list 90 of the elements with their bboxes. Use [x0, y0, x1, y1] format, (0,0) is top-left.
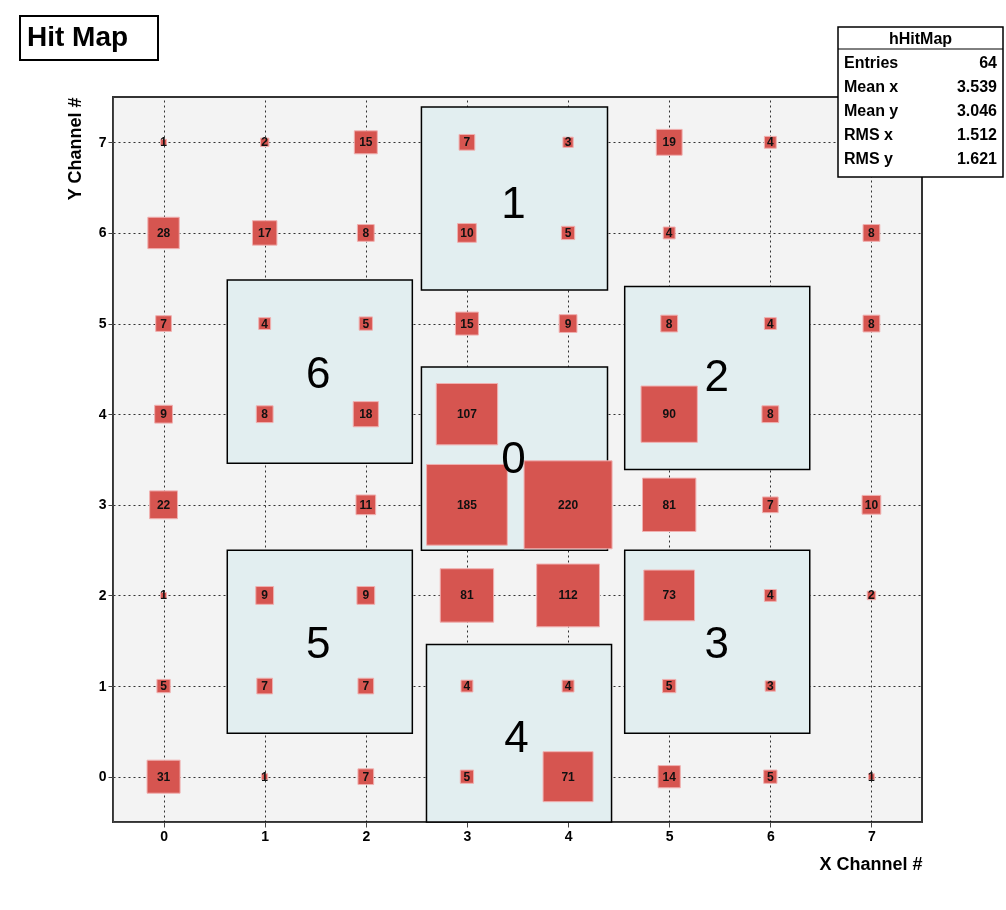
data-label: 112 [558, 588, 579, 603]
data-label: 1 [160, 135, 168, 150]
data-label: 2 [261, 135, 269, 150]
x-tick-label: 1 [261, 827, 270, 844]
data-label: 7 [362, 769, 370, 784]
data-label: 1 [160, 588, 168, 603]
data-label: 90 [662, 407, 677, 422]
data-label: 4 [766, 135, 774, 150]
data-label: 5 [463, 769, 471, 784]
data-label: 5 [766, 769, 774, 784]
text: Mean y 3.046 [844, 102, 997, 119]
data-label: 10 [460, 225, 474, 240]
data-label: 4 [665, 225, 673, 240]
data-label: 9 [160, 407, 168, 422]
annotation: 5 [306, 618, 331, 668]
annotation: 1 [501, 177, 526, 227]
data-label: 22 [156, 497, 171, 512]
data-label: 73 [662, 588, 677, 603]
x-tick-label: 4 [564, 827, 573, 844]
annotation: 6 [306, 348, 331, 398]
y-tick-label: 6 [98, 224, 107, 241]
data-label: 8 [665, 316, 673, 331]
data-label: 31 [156, 769, 171, 784]
data-label: 15 [460, 316, 474, 331]
data-label: 8 [868, 316, 876, 331]
x-tick-label: 2 [362, 827, 371, 844]
data-label: 4 [766, 316, 774, 331]
data-label: 5 [160, 679, 168, 694]
x-tick-label: 3 [463, 827, 472, 844]
data-label: 10 [864, 497, 879, 512]
data-label: 19 [662, 135, 677, 150]
data-label: 8 [261, 407, 269, 422]
data-label: 5 [362, 316, 370, 331]
annotation: 0 [501, 433, 526, 483]
data-label: 8 [362, 225, 370, 240]
y-axis-title: Y Channel # [64, 97, 85, 201]
data-label: 71 [561, 769, 576, 784]
y-tick-label: 1 [98, 677, 107, 694]
data-label: 7 [463, 135, 471, 150]
annotation: 4 [504, 711, 529, 761]
data-label: 4 [766, 588, 774, 603]
text: Mean x 3.539 [844, 78, 997, 95]
x-axis-title: X Channel # [819, 853, 923, 874]
y-tick-label: 0 [98, 768, 107, 785]
data-label: 3 [564, 135, 572, 150]
data-label: 4 [564, 679, 572, 694]
data-label: 14 [662, 769, 677, 784]
chart-title: Hit Map [27, 21, 129, 52]
x-tick-label: 5 [665, 827, 674, 844]
data-label: 1 [261, 769, 269, 784]
data-label: 18 [359, 407, 373, 422]
x-tick-label: 6 [766, 827, 775, 844]
data-label: 4 [463, 679, 471, 694]
data-label: 8 [766, 407, 774, 422]
data-label: 5 [564, 225, 572, 240]
text: hHitMap [888, 30, 953, 47]
data-label: 5 [665, 679, 673, 694]
data-label: 185 [456, 497, 478, 512]
annotation: 3 [704, 618, 729, 668]
y-tick-label: 7 [98, 133, 107, 150]
data-label: 17 [258, 225, 272, 240]
data-label: 4 [261, 316, 269, 331]
text: Entries 64 [844, 54, 997, 71]
data-label: 1 [868, 769, 876, 784]
data-label: 7 [261, 679, 269, 694]
data-label: 81 [460, 588, 474, 603]
data-label: 7 [362, 679, 370, 694]
data-label: 9 [261, 588, 269, 603]
data-label: 107 [456, 407, 478, 422]
text: RMS y 1.621 [844, 150, 997, 167]
y-tick-label: 5 [98, 315, 107, 332]
data-label: 7 [160, 316, 168, 331]
x-tick-label: 0 [160, 827, 169, 844]
data-label: 220 [558, 497, 579, 512]
y-tick-label: 4 [98, 405, 107, 422]
data-label: 81 [662, 497, 677, 512]
y-tick-label: 2 [98, 586, 107, 603]
data-label: 11 [359, 497, 373, 512]
data-label: 15 [359, 135, 373, 150]
data-label: 28 [156, 225, 171, 240]
annotation: 2 [704, 350, 729, 400]
x-tick-label: 7 [868, 827, 877, 844]
data-label: 2 [868, 588, 876, 603]
data-label: 9 [362, 588, 370, 603]
data-label: 8 [868, 225, 876, 240]
data-label: 3 [766, 679, 774, 694]
text: RMS x 1.512 [844, 126, 997, 143]
data-label: 9 [564, 316, 572, 331]
y-tick-label: 3 [98, 496, 107, 513]
data-label: 7 [766, 497, 774, 512]
